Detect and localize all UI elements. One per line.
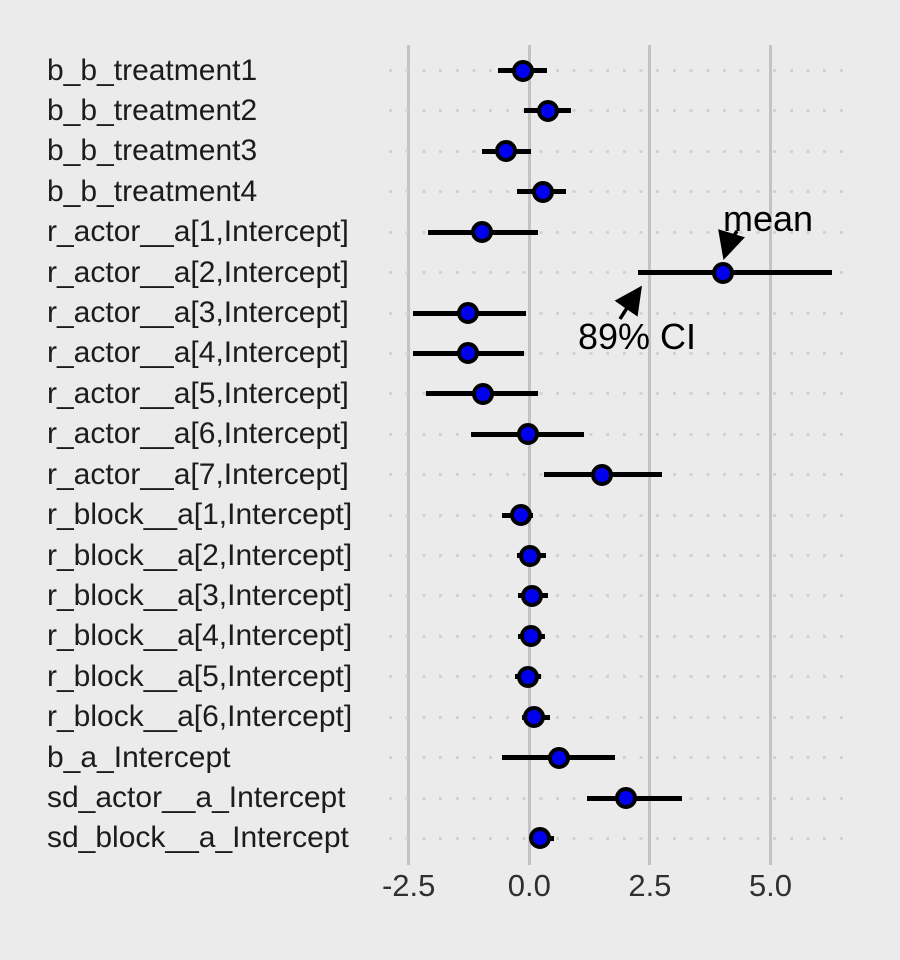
annotation-ci-label: 89% CI	[578, 316, 697, 357]
mean-point	[519, 625, 542, 648]
row-guide-dots	[389, 271, 846, 275]
row-guide-dots	[389, 594, 846, 598]
x-tick	[407, 855, 411, 865]
mean-point	[532, 180, 555, 203]
mean-point	[591, 463, 614, 486]
parameter-label: r_block__a[6,Intercept]	[47, 700, 353, 734]
row-guide-dots	[389, 634, 846, 638]
row-guide-dots	[389, 69, 846, 72]
row-guide-dots	[389, 554, 846, 558]
mean-point	[495, 140, 518, 163]
parameter-label: r_block__a[4,Intercept]	[47, 619, 353, 653]
mean-point	[518, 544, 541, 567]
x-gridline	[527, 45, 531, 855]
x-tick-label: -2.5	[381, 868, 436, 903]
ci-interval-line	[638, 270, 832, 276]
mean-point	[528, 827, 551, 850]
row-guide-dots	[389, 230, 846, 234]
mean-point	[457, 302, 480, 325]
row-guide-dots	[389, 675, 846, 679]
mean-point	[470, 221, 493, 244]
ci-arrow-icon	[614, 285, 642, 320]
row-guide-dots	[389, 756, 846, 760]
mean-point	[511, 59, 534, 82]
mean-point	[510, 504, 533, 527]
parameter-label: b_b_treatment3	[47, 134, 258, 168]
row-guide-dots	[389, 836, 846, 840]
x-tick	[527, 855, 531, 865]
row-guide-dots	[389, 432, 846, 436]
parameter-label: r_actor__a[1,Intercept]	[47, 215, 349, 249]
parameter-label: r_block__a[2,Intercept]	[47, 538, 353, 572]
parameter-label: b_b_treatment1	[47, 53, 258, 87]
parameter-label: r_actor__a[5,Intercept]	[47, 376, 349, 410]
parameter-label: b_b_treatment2	[47, 93, 258, 127]
parameter-label: b_a_Intercept	[47, 740, 231, 774]
mean-point	[457, 342, 480, 365]
row-guide-dots	[389, 109, 846, 113]
x-gridline	[769, 45, 772, 855]
parameter-label: r_block__a[5,Intercept]	[47, 659, 353, 693]
x-gridline	[407, 45, 411, 855]
parameter-label: r_actor__a[7,Intercept]	[47, 457, 349, 491]
mean-point	[712, 261, 735, 284]
x-tick	[648, 855, 652, 865]
parameter-label: r_block__a[3,Intercept]	[47, 578, 353, 612]
mean-point	[537, 99, 560, 122]
parameter-label: sd_block__a_Intercept	[47, 821, 349, 855]
row-guide-dots	[389, 351, 846, 355]
mean-point	[548, 746, 571, 769]
mean-point	[520, 584, 543, 607]
x-gridline	[648, 45, 652, 855]
mean-point	[517, 665, 540, 688]
parameter-label: r_actor__a[3,Intercept]	[47, 296, 349, 330]
x-tick-label: 0.0	[507, 868, 551, 903]
parameter-label: r_actor__a[4,Intercept]	[47, 336, 349, 370]
x-tick-label: 5.0	[748, 868, 793, 903]
row-guide-dots	[389, 715, 846, 719]
parameter-label: r_actor__a[2,Intercept]	[47, 255, 349, 289]
row-guide-dots	[389, 513, 846, 517]
mean-point	[615, 787, 638, 810]
parameter-label: b_b_treatment4	[47, 174, 258, 208]
parameter-label: r_actor__a[6,Intercept]	[47, 417, 349, 451]
x-tick	[769, 855, 772, 865]
x-tick-label: 2.5	[628, 868, 672, 903]
parameter-label: r_block__a[1,Intercept]	[47, 498, 353, 532]
mean-point	[471, 382, 494, 405]
parameter-label: sd_actor__a_Intercept	[47, 781, 346, 815]
mean-point	[523, 706, 546, 729]
row-guide-dots	[389, 392, 846, 396]
row-guide-dots	[389, 190, 846, 194]
row-guide-dots	[389, 149, 846, 153]
annotation-mean-label: mean	[723, 198, 814, 239]
mean-point	[517, 423, 540, 446]
